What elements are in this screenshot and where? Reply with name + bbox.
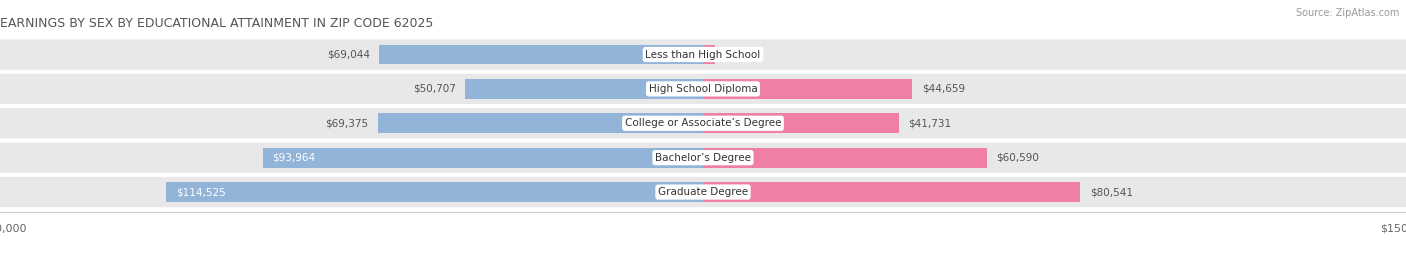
Text: $50,707: $50,707 [413, 84, 456, 94]
Text: High School Diploma: High School Diploma [648, 84, 758, 94]
Text: $2,499: $2,499 [724, 50, 761, 59]
Text: $69,375: $69,375 [325, 118, 368, 128]
Text: $114,525: $114,525 [176, 187, 225, 197]
FancyBboxPatch shape [0, 74, 1406, 104]
Bar [166, 182, 703, 202]
FancyBboxPatch shape [0, 108, 1406, 138]
Text: $44,659: $44,659 [922, 84, 965, 94]
FancyBboxPatch shape [0, 39, 1406, 70]
Text: Bachelor’s Degree: Bachelor’s Degree [655, 153, 751, 163]
Text: Source: ZipAtlas.com: Source: ZipAtlas.com [1295, 8, 1399, 18]
Text: $69,044: $69,044 [328, 50, 370, 59]
Bar [703, 182, 1080, 202]
Text: $80,541: $80,541 [1090, 187, 1133, 197]
FancyBboxPatch shape [0, 177, 1406, 207]
Bar [703, 44, 714, 65]
Bar [703, 79, 912, 99]
Bar [465, 79, 703, 99]
FancyBboxPatch shape [0, 143, 1406, 173]
Text: Less than High School: Less than High School [645, 50, 761, 59]
Text: $93,964: $93,964 [271, 153, 315, 163]
Bar [378, 113, 703, 133]
Text: $41,731: $41,731 [908, 118, 950, 128]
Text: College or Associate’s Degree: College or Associate’s Degree [624, 118, 782, 128]
Bar [380, 44, 703, 65]
Text: Graduate Degree: Graduate Degree [658, 187, 748, 197]
Text: EARNINGS BY SEX BY EDUCATIONAL ATTAINMENT IN ZIP CODE 62025: EARNINGS BY SEX BY EDUCATIONAL ATTAINMEN… [0, 17, 433, 30]
Bar [703, 113, 898, 133]
Bar [703, 148, 987, 168]
Text: $60,590: $60,590 [997, 153, 1039, 163]
Bar [263, 148, 703, 168]
